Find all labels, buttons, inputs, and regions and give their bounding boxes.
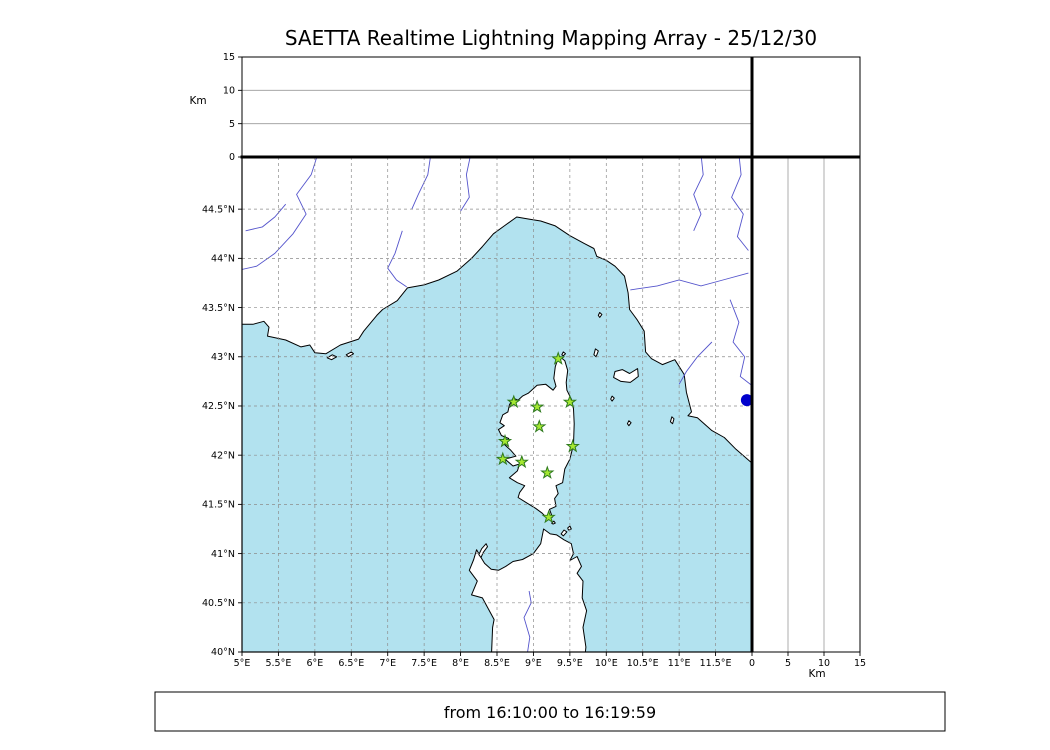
alt-top-tick-label: 15	[223, 52, 235, 63]
lma-station-marker	[506, 394, 521, 409]
status-bar-text: from 16:10:00 to 16:19:59	[444, 703, 656, 722]
lon-tick-label: 10.5°E	[627, 658, 659, 669]
lon-tick-label: 9.5°E	[557, 658, 583, 669]
lon-tick-label: 11.5°E	[700, 658, 732, 669]
coastline-island	[593, 348, 599, 358]
lon-tick-label: 7°E	[379, 658, 396, 669]
river	[630, 272, 749, 291]
lma-station-marker	[541, 509, 556, 524]
lma-station-marker	[495, 451, 510, 466]
coastline-island	[345, 351, 354, 358]
altitude-axis-label-left: Km	[189, 95, 206, 107]
river	[693, 157, 704, 231]
river	[731, 157, 749, 251]
corner-box-border	[751, 56, 861, 158]
lat-tick-label: 42.5°N	[202, 401, 235, 412]
lat-tick-label: 42°N	[211, 450, 235, 461]
lon-tick-label: 8°E	[452, 658, 469, 669]
alt-top-tick-label: 5	[229, 119, 235, 130]
lma-station-marker	[497, 433, 513, 448]
river	[245, 203, 287, 232]
coastline-island	[669, 416, 675, 425]
coastline-sardinia	[468, 528, 588, 652]
river	[729, 299, 752, 387]
lon-tick-label: 5°E	[234, 658, 251, 669]
lma-station-marker	[529, 399, 545, 414]
coastline-corsica	[498, 355, 575, 518]
coastline-island	[561, 351, 566, 357]
status-bar-box	[154, 691, 946, 732]
page-title: SAETTA Realtime Lightning Mapping Array …	[285, 26, 817, 50]
lat-tick-label: 41.5°N	[202, 500, 235, 511]
lat-tick-label: 43°N	[211, 352, 235, 363]
river	[387, 230, 407, 288]
lat-tick-label: 44°N	[211, 254, 235, 265]
lon-tick-label: 10°E	[595, 658, 618, 669]
lat-tick-label: 40.5°N	[202, 598, 235, 609]
coastline-island	[560, 529, 568, 537]
lon-tick-label: 6.5°E	[338, 658, 364, 669]
alt-right-tick-label: 5	[785, 658, 791, 669]
altitude-top-panel-border	[241, 56, 753, 158]
lon-tick-label: 11°E	[668, 658, 691, 669]
river	[523, 590, 532, 652]
lma-station-marker	[565, 438, 580, 453]
alt-top-tick-label: 0	[229, 152, 235, 163]
lma-station-marker	[514, 454, 529, 469]
river	[242, 157, 318, 270]
lon-tick-label: 7.5°E	[411, 658, 437, 669]
lat-tick-label: 41°N	[211, 549, 235, 560]
lon-tick-label: 6°E	[306, 658, 323, 669]
altitude-panels-grid	[242, 89, 825, 652]
alt-right-tick-label: 15	[854, 658, 866, 669]
altitude-right-panel-border	[751, 156, 861, 653]
lat-tick-label: 44.5°N	[202, 204, 235, 215]
coastline-island	[478, 543, 488, 558]
axis-ticks: 5°E 5.5°E 6°E 6.5°E 7°E 7.5°E 8°E 8.5°E 9°E 9.5°E…	[202, 52, 866, 669]
lon-tick-label: 9°E	[525, 658, 542, 669]
coastline-island	[610, 395, 615, 402]
lon-tick-label: 5.5°E	[265, 658, 291, 669]
coastline-island	[613, 368, 639, 383]
coastline-island	[597, 312, 603, 318]
blue-circle-marker	[740, 394, 752, 407]
lma-station-marker	[540, 465, 555, 479]
alt-top-tick-label: 10	[223, 86, 235, 97]
lma-station-marker	[562, 394, 578, 409]
coastline-island	[626, 420, 632, 427]
lma-station-marker	[532, 419, 547, 433]
lat-tick-label: 40°N	[211, 647, 235, 658]
altitude-axis-label-bottom: Km	[808, 668, 825, 680]
alt-right-tick-label: 10	[818, 658, 830, 669]
alt-right-tick-label: 0	[749, 658, 755, 669]
lma-station-marker	[551, 351, 566, 365]
coastline-island	[551, 520, 556, 525]
lon-tick-label: 8.5°E	[484, 658, 510, 669]
map-panel	[242, 157, 752, 652]
river	[678, 341, 713, 385]
coastline-island	[326, 354, 338, 361]
lat-tick-label: 43.5°N	[202, 303, 235, 314]
coastline-island	[567, 525, 572, 531]
